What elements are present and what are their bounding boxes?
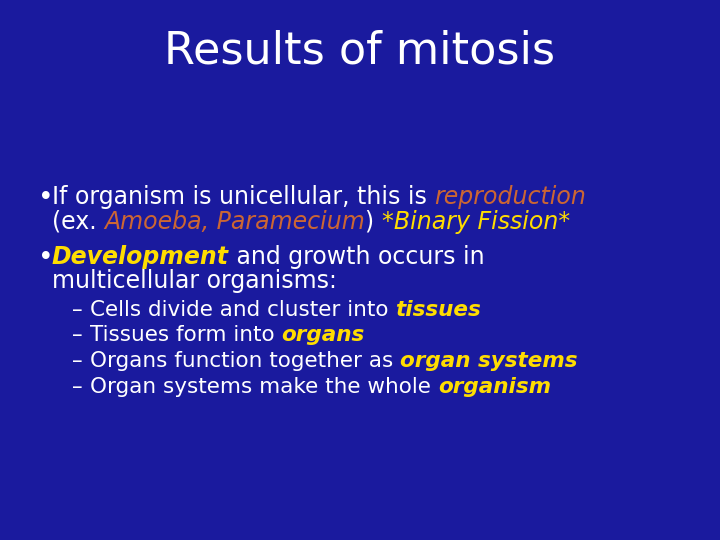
Text: Cells divide and cluster into: Cells divide and cluster into (90, 300, 395, 320)
Text: •: • (38, 245, 53, 271)
Text: Development: Development (52, 245, 229, 269)
Text: reproduction: reproduction (434, 185, 586, 209)
Text: •: • (38, 185, 53, 211)
Text: Tissues form into: Tissues form into (90, 325, 282, 345)
Text: and growth occurs in: and growth occurs in (229, 245, 485, 269)
Text: tissues: tissues (395, 300, 481, 320)
Text: –: – (72, 325, 83, 345)
Text: –: – (72, 351, 83, 371)
Text: organism: organism (438, 377, 551, 397)
Text: –: – (72, 300, 83, 320)
Text: Organs function together as: Organs function together as (90, 351, 400, 371)
Text: (ex.: (ex. (52, 210, 104, 234)
Text: organs: organs (282, 325, 365, 345)
Text: organ systems: organ systems (400, 351, 577, 371)
Text: –: – (72, 377, 83, 397)
Text: If organism is unicellular, this is: If organism is unicellular, this is (52, 185, 434, 209)
Text: Results of mitosis: Results of mitosis (164, 30, 556, 73)
Text: *Binary Fission*: *Binary Fission* (382, 210, 570, 234)
Text: Amoeba, Paramecium: Amoeba, Paramecium (104, 210, 365, 234)
Text: ): ) (365, 210, 382, 234)
Text: Organ systems make the whole: Organ systems make the whole (90, 377, 438, 397)
Text: multicellular organisms:: multicellular organisms: (52, 269, 337, 293)
